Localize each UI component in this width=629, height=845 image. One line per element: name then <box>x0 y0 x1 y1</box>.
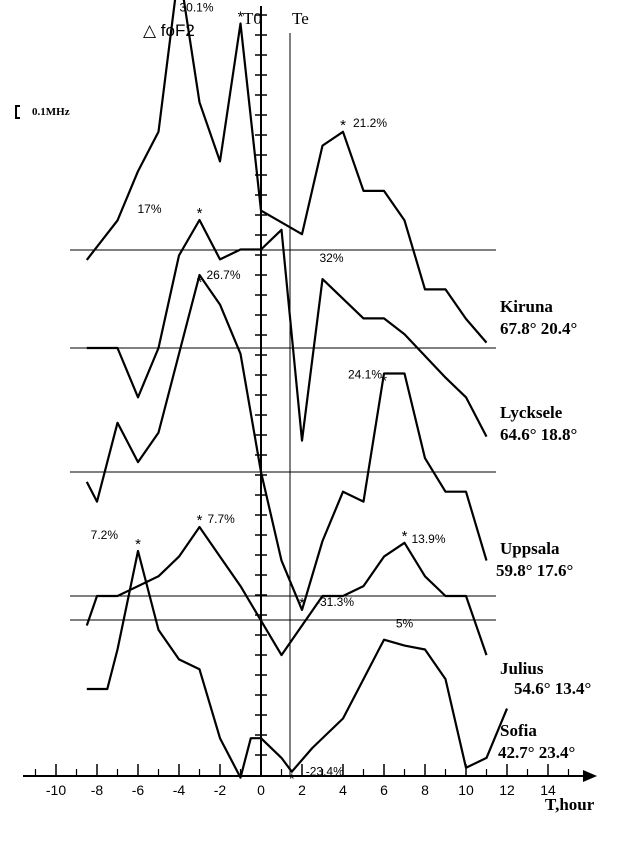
peak-annotation: 24.1% <box>348 368 382 382</box>
peak-annotation: -31.3% <box>316 595 354 609</box>
te-label: Te <box>292 9 309 28</box>
x-tick-label: 14 <box>540 782 556 798</box>
station-name: Sofia <box>500 721 537 740</box>
series-line-kiruna <box>85 0 488 344</box>
peak-annotation: 32% <box>320 251 344 265</box>
x-tick-label: -6 <box>132 782 145 798</box>
peak-star-icon: * <box>289 771 295 788</box>
y-axis-ticks <box>255 14 267 756</box>
x-axis-arrow <box>583 770 597 782</box>
peak-star-icon: * <box>299 595 305 612</box>
x-tick-label: 6 <box>380 782 388 798</box>
t0-label: T0 <box>243 9 262 28</box>
peak-star-icon: * <box>197 274 203 291</box>
x-tick-label: -2 <box>214 782 227 798</box>
series-line-julius <box>85 525 488 657</box>
peak-star-icon: * <box>340 117 346 134</box>
peak-annotation: 30.1% <box>179 0 213 14</box>
x-tick-label: 10 <box>458 782 474 798</box>
station-coords: 59.8° 17.6° <box>496 561 573 580</box>
peak-star-icon: * <box>197 512 203 529</box>
baselines <box>70 249 496 621</box>
station-name: Lycksele <box>500 403 563 422</box>
series-line-uppsala <box>85 273 488 612</box>
series-line-lycksele <box>86 218 488 442</box>
x-tick-label: 12 <box>499 782 515 798</box>
station-name: Julius <box>500 659 544 678</box>
scale-bracket-icon <box>15 105 20 119</box>
peak-annotation: 5% <box>396 617 414 631</box>
x-axis-ticks: -10 -8 -6 -4 -2 0 2 4 6 8 10 12 14 <box>34 764 570 798</box>
station-coords: 67.8° 20.4° <box>500 319 577 338</box>
triangle-icon: △ foF2 <box>143 21 195 40</box>
peak-star-icon: * <box>197 205 203 222</box>
x-axis-label: T,hour <box>545 795 595 814</box>
x-tick-label: -10 <box>46 782 66 798</box>
peak-annotation: 13.9% <box>412 532 446 546</box>
x-tick-label: 0 <box>257 782 265 798</box>
peak-star-icon: * <box>135 536 141 553</box>
station-name: Uppsala <box>500 539 560 558</box>
chart-labels: △ foF2 0.1MHz T0 Te T,hour *33.1%*30.1%*… <box>32 0 595 814</box>
peak-star-icon: * <box>238 8 244 25</box>
x-tick-label: -4 <box>173 782 186 798</box>
peak-annotation: 21.2% <box>353 116 387 130</box>
station-name: Kiruna <box>500 297 553 316</box>
peak-annotation: 7.7% <box>208 512 236 526</box>
series-lines <box>85 0 509 779</box>
station-coords: 42.7° 23.4° <box>498 743 575 762</box>
peak-star-icon: * <box>381 373 387 390</box>
series-line-sofia <box>86 549 509 779</box>
scale-label: 0.1MHz <box>32 106 70 118</box>
station-coords: 54.6° 13.4° <box>514 679 591 698</box>
station-coords: 64.6° 18.8° <box>500 425 577 444</box>
x-tick-label: 4 <box>339 782 347 798</box>
x-tick-label: 8 <box>421 782 429 798</box>
peak-annotation: 26.7% <box>207 268 241 282</box>
peak-annotation: 7.2% <box>91 528 119 542</box>
peak-annotation: -23.4% <box>306 765 344 779</box>
peak-annotation: 17% <box>137 202 161 216</box>
x-tick-label: 2 <box>298 782 306 798</box>
x-tick-label: -8 <box>91 782 104 798</box>
peak-star-icon: * <box>402 528 408 545</box>
